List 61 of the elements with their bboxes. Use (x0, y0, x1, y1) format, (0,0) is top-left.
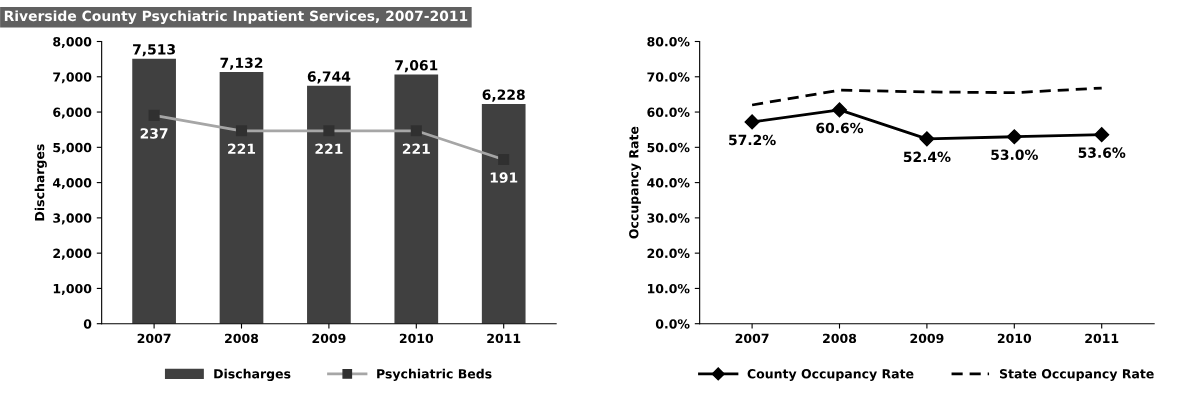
data-label: 57.2% (729, 134, 776, 146)
legend-label: Discharges (214, 368, 291, 382)
point (831, 102, 848, 118)
legend-label: Psychiatric Beds (377, 368, 492, 382)
y-tick-label: 5,000 (53, 142, 92, 154)
x-tick-label: 2007 (137, 333, 171, 344)
x-tick-label: 2008 (225, 333, 259, 344)
y-tick-label: 2,000 (53, 248, 92, 260)
y-tick-label: 80.0% (647, 36, 690, 47)
data-label: 237 (140, 128, 168, 139)
point (744, 114, 760, 130)
y-tick-label: 8,000 (53, 36, 92, 49)
data-label: 7,513 (133, 44, 175, 57)
data-label: 7,061 (395, 60, 438, 73)
y-tick-label: 60.0% (647, 107, 690, 117)
x-tick-label: 2011 (1085, 333, 1119, 344)
y-tick-label: 70.0% (647, 72, 690, 82)
line-series (750, 86, 1104, 107)
y-tick-label: 7,000 (53, 72, 92, 84)
bar (394, 74, 439, 324)
bar (307, 85, 351, 324)
y-tick-label: 3,000 (53, 213, 92, 225)
data-label: 7,132 (220, 57, 263, 70)
data-label: 191 (490, 172, 518, 183)
x-tick-label: 2007 (735, 333, 769, 344)
y-tick-label: 10.0% (647, 283, 690, 294)
data-label: 6,744 (307, 71, 351, 84)
y-axis-title: Discharges (34, 144, 47, 221)
x-tick-label: 2010 (997, 333, 1032, 344)
y-tick-label: 0 (83, 319, 92, 329)
data-label: 52.4% (903, 151, 951, 163)
y-tick-label: 30.0% (647, 213, 690, 223)
x-tick-label: 2010 (399, 333, 434, 344)
legend-label: County Occupancy Rate (747, 369, 914, 382)
point (1006, 129, 1022, 145)
y-tick-label: 0.0% (655, 319, 690, 329)
y-tick-label: 1,000 (53, 283, 92, 295)
bar (132, 58, 176, 324)
data-label: 221 (315, 143, 343, 154)
y-tick-label: 50.0% (647, 142, 690, 153)
chart-title: Riverside County Psychiatric Inpatient Services, 2007-2011 (4, 10, 468, 24)
data-label: 221 (228, 143, 256, 154)
x-tick-label: 2008 (823, 333, 857, 344)
x-tick-label: 2009 (910, 333, 944, 344)
data-label: 221 (402, 143, 430, 154)
data-label: 53.0% (991, 149, 1038, 160)
x-tick-label: 2011 (487, 333, 521, 344)
bar (481, 104, 526, 324)
point (919, 131, 935, 147)
y-tick-label: 40.0% (647, 178, 690, 188)
x-tick-label: 2009 (312, 333, 346, 344)
y-tick-label: 20.0% (647, 248, 690, 259)
y-tick-label: 4,000 (52, 178, 92, 190)
y-axis-title: Occupancy Rate (629, 126, 642, 239)
data-label: 53.6% (1078, 147, 1126, 158)
y-tick-label: 6,000 (53, 107, 92, 119)
data-label: 6,228 (482, 89, 525, 102)
legend-label: State Occupancy Rate (999, 369, 1154, 382)
data-label: 60.6% (816, 122, 864, 134)
bar (219, 72, 264, 324)
point (1094, 127, 1110, 143)
